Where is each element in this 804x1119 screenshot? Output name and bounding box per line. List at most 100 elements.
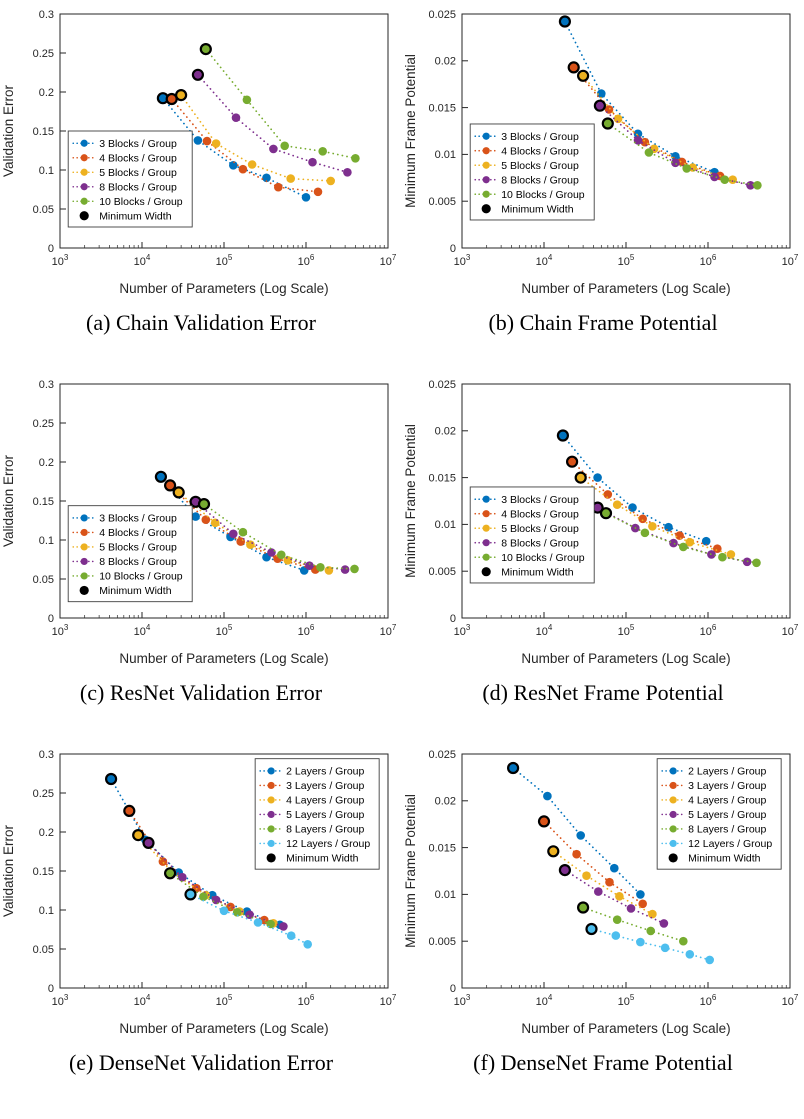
y-tick-label: 0.015 [428,102,456,114]
plot-canvas-c: 103 104 105 106 107 0 0.05 0.1 0.15 0.2 0.25 0.3 Num… [0,376,402,676]
y-tick-label: 0.2 [39,87,54,99]
data-marker [638,514,647,524]
data-marker [350,564,359,574]
caption-d: (d) ResNet Frame Potential [482,680,724,705]
series-5-blocks-group [175,88,336,186]
legend-label: 10 Blocks / Group [501,189,585,201]
axes: 103 104 105 106 107 0 0.005 0.01 0.015 0.02 0.025 N… [403,379,799,666]
legend: 2 Layers / Group 3 Layers / Group 4 Layers… [254,758,380,870]
minimum-width-marker [197,498,211,511]
data-marker [303,940,313,949]
data-marker [572,849,581,859]
data-marker [636,890,645,899]
data-marker [232,908,242,917]
legend-label: 12 Layers / Group [286,838,370,850]
series-5-blocks-group [574,471,736,559]
series-2-layers-group [506,761,645,899]
data-marker [262,173,271,183]
legend-marker [80,543,88,551]
data-marker [659,919,669,928]
data-marker [274,182,283,192]
data-marker [671,158,680,168]
data-marker [612,500,622,509]
series-8-layers-group [577,901,688,946]
legend-label: 3 Blocks / Group [99,138,177,150]
x-tick-label: 107 [380,253,397,268]
legend-label: 12 Layers / Group [688,838,772,850]
legend-marker [482,510,490,518]
data-marker [324,566,334,575]
legend: 3 Blocks / Group 4 Blocks / Group 5 Blocks… [67,505,193,603]
x-tick-label: 104 [134,253,151,268]
y-tick-label: 0 [48,983,54,995]
legend: 3 Blocks / Group 4 Blocks / Group 5 Blocks… [67,130,193,228]
y-tick-label: 0.2 [39,827,54,839]
data-marker [660,943,670,953]
legend-marker [482,147,490,155]
x-tick-label: 105 [618,253,635,268]
data-marker [543,791,552,801]
y-tick-label: 0.1 [39,905,54,917]
y-tick-label: 0.3 [39,9,54,21]
series-5-layers-group [142,836,288,931]
figure-panel: 103 104 105 106 107 0 0.05 0.1 0.15 0.2 0.25 0.3 Num… [0,9,799,1075]
series-4-blocks-group [165,92,323,197]
minimum-width-marker [191,68,204,81]
axes: 103 104 105 106 107 0 0.005 0.01 0.015 0.02 0.025 N… [403,9,799,296]
legend-marker [669,810,677,819]
minimum-width-marker [199,42,212,56]
x-tick-label: 106 [700,993,717,1008]
y-tick-label: 0.15 [33,866,54,878]
y-axis-label: Minimum Frame Potential [403,424,418,578]
data-marker [603,490,613,499]
data-marker [648,909,657,919]
data-marker [202,136,212,146]
x-tick-label: 103 [52,993,69,1008]
x-tick-label: 105 [618,623,635,638]
data-marker [597,89,606,98]
y-tick-label: 0.05 [33,204,54,216]
y-tick-label: 0.015 [428,842,456,854]
series-4-blocks-group [567,61,725,181]
y-tick-label: 0 [450,983,456,995]
x-tick-label: 107 [380,623,397,638]
data-marker [283,556,293,565]
y-axis-label: Validation Error [1,454,16,547]
legend-label: 4 Blocks / Group [99,152,177,164]
y-tick-label: 0.02 [435,56,456,68]
data-marker [613,114,623,124]
data-marker [685,950,695,959]
minimum-width-marker [577,901,590,914]
legend-marker [80,197,88,205]
x-tick-label: 103 [52,623,69,638]
y-tick-label: 0.02 [435,796,456,808]
x-tick-label: 103 [454,993,471,1008]
minimum-width-marker [164,479,177,492]
legend-marker [669,781,677,790]
legend-label: 8 Layers / Group [688,824,766,836]
minimum-width-marker [104,772,118,786]
data-marker [178,872,187,882]
minimum-width-marker [577,69,590,82]
data-marker [231,113,241,122]
series-4-blocks-group [566,455,722,553]
legend-marker [80,572,88,580]
data-marker [326,176,336,186]
legend: 2 Layers / Group 3 Layers / Group 4 Layers… [656,758,782,870]
data-marker [638,899,647,909]
legend-marker [80,514,88,522]
x-axis-label: Number of Parameters (Log Scale) [119,651,328,666]
series-5-layers-group [558,863,669,928]
data-marker [640,137,650,147]
legend-label: 4 Blocks / Group [501,145,579,157]
minimum-width-marker [172,486,185,499]
x-tick-label: 104 [134,993,151,1008]
x-tick-label: 107 [380,993,397,1008]
legend-label: 8 Blocks / Group [501,537,579,549]
plot-svg-f: 103 104 105 106 107 0 0.005 0.01 0.015 0.02 0.025 N… [403,749,799,1036]
data-marker [286,931,296,940]
legend-marker [482,524,490,532]
data-marker [269,144,278,154]
data-marker [633,136,643,145]
legend-label: 8 Layers / Group [286,824,364,836]
